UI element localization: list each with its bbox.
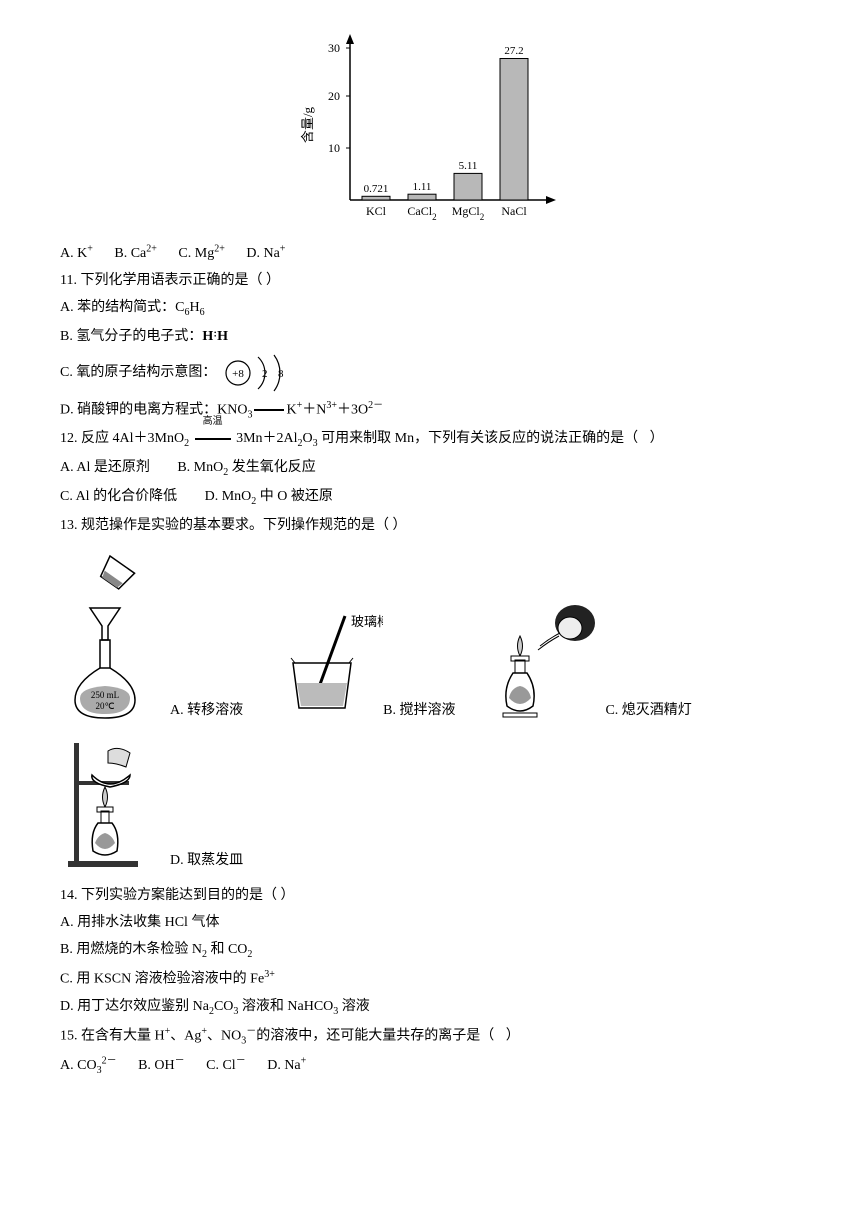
- q13-label-d: D. 取蒸发皿: [170, 848, 243, 873]
- q14-option-d: D. 用丁达尔效应鉴别 Na2CO3 溶液和 NaHCO3 溶液: [60, 994, 800, 1021]
- q15-options: A. CO32－ B. OH－ C. Cl－ D. Na+: [60, 1052, 800, 1079]
- bar-chart-container: 10 20 30 含量/g 0.721 KCl 1.11 CaCl2 5.11 …: [60, 20, 800, 230]
- bar-label-cacl2: 1.11: [413, 181, 432, 193]
- q11-option-c: C. 氧的原子结构示意图： +8 2 8: [60, 351, 800, 395]
- bar-mgcl2: [454, 173, 482, 200]
- shell-1: 2: [262, 368, 268, 380]
- q10-option-a: A. K+: [60, 246, 93, 261]
- cat-cacl2: CaCl2: [407, 204, 436, 222]
- bar-label-nacl: 27.2: [504, 45, 523, 57]
- glass-rod-label: 玻璃棒: [351, 614, 383, 629]
- q13-label-c: C. 熄灭酒精灯: [605, 698, 691, 723]
- evaporating-dish-icon: [60, 733, 170, 873]
- nucleus-label: +8: [232, 368, 244, 380]
- q13-label-a: A. 转移溶液: [170, 698, 243, 723]
- q13-row-abc: 250 mL 20℃ A. 转移溶液 玻璃棒 B. 搅拌溶液: [60, 548, 800, 723]
- q11-b-prefix: B. 氢气分子的电子式：: [60, 329, 202, 344]
- q12-options-row2: C. Al 的化合价降低 D. MnO2 中 O 被还原: [60, 484, 800, 511]
- ytick-10: 10: [328, 141, 340, 155]
- flask-transfer-icon: 250 mL 20℃: [60, 548, 170, 723]
- q13-item-a: 250 mL 20℃ A. 转移溶液: [60, 548, 243, 723]
- ytick-30: 30: [328, 41, 340, 55]
- bar-chart: 10 20 30 含量/g 0.721 KCl 1.11 CaCl2 5.11 …: [290, 20, 570, 230]
- flask-volume: 250 mL: [91, 690, 119, 700]
- q15-option-d: D. Na+: [267, 1058, 306, 1073]
- ytick-20: 20: [328, 89, 340, 103]
- bar-cacl2: [408, 194, 436, 200]
- bar-label-mgcl2: 5.11: [459, 160, 478, 172]
- flask-temp: 20℃: [95, 701, 114, 711]
- q12-options-row1: A. Al 是还原剂 B. MnO2 发生氧化反应: [60, 455, 800, 482]
- q13-stem: 13. 规范操作是实验的基本要求。下列操作规范的是（ ）: [60, 513, 800, 538]
- q11-c-prefix: C. 氧的原子结构示意图：: [60, 365, 216, 380]
- q15-stem: 15. 在含有大量 H+、Ag+、NO3－的溶液中，还可能大量共存的离子是（ ）: [60, 1023, 800, 1050]
- cat-mgcl2: MgCl2: [452, 204, 485, 222]
- q13-item-c: C. 熄灭酒精灯: [485, 598, 691, 723]
- q10-option-b: B. Ca2+: [114, 246, 157, 261]
- q12-stem: 12. 反应 4Al＋3MnO2 高温 3Mn＋2Al2O3 可用来制取 Mn，…: [60, 426, 800, 453]
- q13-label-b: B. 搅拌溶液: [383, 698, 455, 723]
- q10-option-d: D. Na+: [246, 246, 285, 261]
- q10-option-c: C. Mg2+: [178, 246, 224, 261]
- q14-option-a: A. 用排水法收集 HCl 气体: [60, 910, 800, 935]
- q13-item-d: D. 取蒸发皿: [60, 733, 243, 873]
- q10-options: A. K+ B. Ca2+ C. Mg2+ D. Na+: [60, 240, 800, 266]
- blow-lamp-icon: [485, 598, 605, 723]
- q15-option-b: B. OH－: [138, 1058, 185, 1073]
- y-axis-label: 含量/g: [300, 106, 315, 143]
- q14-stem: 14. 下列实验方案能达到目的的是（ ）: [60, 883, 800, 908]
- cat-kcl: KCl: [366, 204, 387, 218]
- q12-option-c: C. Al 的化合价降低: [60, 489, 177, 504]
- q13-row-d: D. 取蒸发皿: [60, 733, 800, 873]
- q11-option-d: D. 硝酸钾的电离方程式：KNO3K+＋N3+＋3O2－: [60, 397, 800, 424]
- q12-option-b: B. MnO2 发生氧化反应: [177, 460, 315, 475]
- q15-option-a: A. CO32－: [60, 1058, 117, 1073]
- q14-option-b: B. 用燃烧的木条检验 N2 和 CO2: [60, 937, 800, 964]
- q11-stem: 11. 下列化学用语表示正确的是（ ）: [60, 268, 800, 293]
- bar-nacl: [500, 59, 528, 201]
- cat-nacl: NaCl: [501, 204, 527, 218]
- q11-option-b: B. 氢气分子的电子式：H꞉H: [60, 324, 800, 349]
- q11-option-a: A. 苯的结构简式：C6H6: [60, 295, 800, 322]
- q13-item-b: 玻璃棒 B. 搅拌溶液: [273, 608, 455, 723]
- shell-2: 8: [278, 368, 284, 380]
- q14-option-c: C. 用 KSCN 溶液检验溶液中的 Fe3+: [60, 966, 800, 992]
- q12-arrow-label: 高温: [193, 413, 233, 431]
- bar-kcl: [362, 196, 390, 200]
- q12-option-a: A. Al 是还原剂: [60, 460, 150, 475]
- q12-option-d: D. MnO2 中 O 被还原: [205, 489, 333, 504]
- q15-option-c: C. Cl－: [206, 1058, 246, 1073]
- bar-label-kcl: 0.721: [364, 183, 389, 195]
- atom-structure-icon: +8 2 8: [220, 351, 300, 395]
- stirring-icon: 玻璃棒: [273, 608, 383, 723]
